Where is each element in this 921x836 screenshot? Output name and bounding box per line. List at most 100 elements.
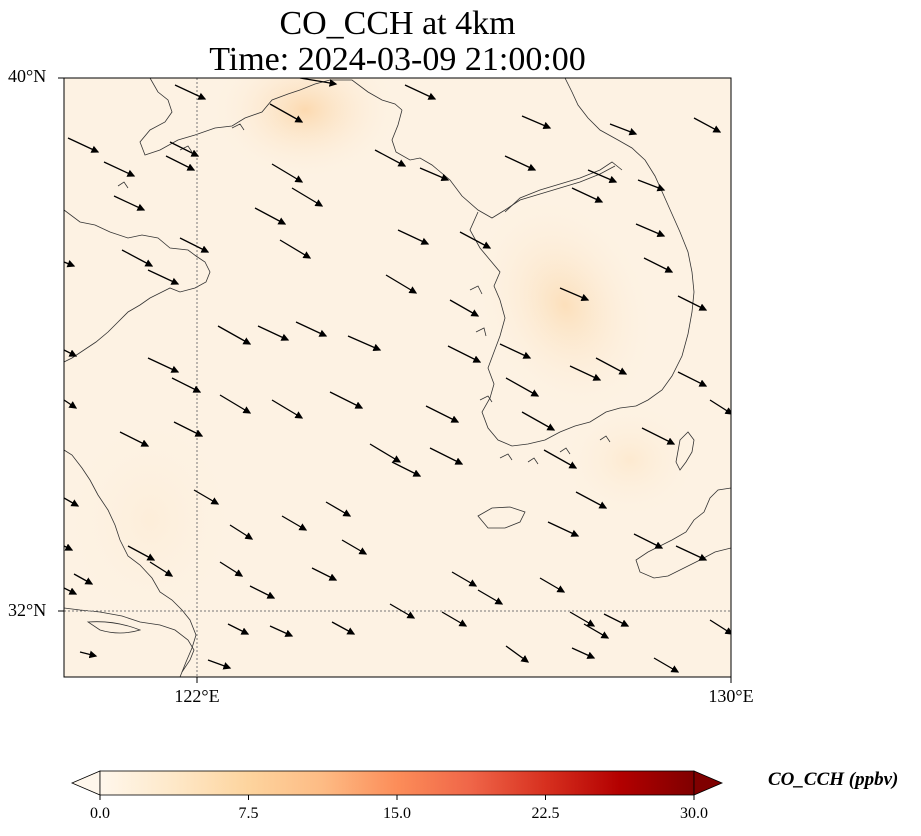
wind-vector-arrow (595, 357, 628, 375)
colorbar-tick-label: 15.0 (383, 805, 411, 822)
wind-vector-arrow (299, 78, 338, 87)
colorbar-label: CO_CCH (ppbv) (768, 769, 899, 790)
wind-vector-arrow (64, 543, 74, 551)
wind-vector-arrow (295, 321, 328, 337)
map-subtitle-time: Time: 2024-03-09 21:00:00 (209, 41, 586, 78)
wind-vector-arrow (147, 269, 180, 285)
wind-vector-arrow (64, 259, 76, 268)
wind-vector-arrow (271, 399, 304, 419)
colorbar-body (99, 770, 695, 796)
wind-vector-arrow (179, 237, 210, 253)
wind-vector-arrow (347, 335, 382, 351)
concentration-hotspot (560, 400, 700, 520)
coastline-liaodong-peninsula (391, 109, 439, 171)
wind-vector-arrow (269, 625, 294, 637)
wind-vector-arrow (291, 187, 324, 207)
lon-label-130e: 130°E (708, 686, 754, 706)
wind-vector-arrow (174, 84, 207, 100)
coastline-yangtze-island (86, 621, 142, 634)
wind-vector-arrow (397, 229, 430, 245)
wind-vector-arrow (569, 611, 596, 627)
wind-vector-arrow (173, 421, 204, 437)
wind-vector-arrow (569, 365, 602, 381)
wind-vector-arrow (369, 443, 402, 463)
wind-vector-arrow (499, 343, 532, 359)
wind-vector-arrow (193, 489, 220, 505)
concentration-hotspot (473, 194, 657, 416)
wind-vector-arrow (637, 179, 666, 192)
map-title: CO_CCH at 4km (279, 5, 516, 42)
wind-vector-arrow (459, 231, 492, 249)
coastline-korea-east (564, 78, 695, 407)
colorbar-tick-label: 22.5 (531, 805, 560, 822)
wind-vector-arrow (609, 123, 638, 136)
wind-vector-arrow (254, 207, 287, 225)
wind-vector-arrow (73, 573, 94, 585)
wind-vectors (64, 78, 731, 673)
colorbar-extend-low (70, 770, 101, 796)
wind-vector-arrow (217, 325, 252, 345)
wind-vector-arrow (119, 431, 150, 447)
wind-vector-arrow (404, 84, 437, 100)
wind-vector-arrow (219, 394, 252, 414)
wind-vector-arrow (127, 545, 156, 561)
wind-vector-arrow (571, 647, 596, 659)
wind-vector-arrow (635, 223, 666, 238)
concentration-hotspot (210, 78, 400, 180)
wind-vector-arrow (219, 561, 244, 577)
wind-vector-arrow (374, 149, 407, 167)
wind-vector-arrow (641, 427, 676, 445)
wind-vector-arrow (559, 287, 590, 302)
wind-vector-arrow (229, 524, 254, 540)
wind-vector-arrow (571, 187, 604, 203)
colorbar-tick-label: 30.0 (680, 805, 708, 822)
wind-vector-arrow (504, 155, 537, 171)
wind-vector-arrow (447, 345, 482, 363)
wind-vector-arrow (103, 161, 136, 177)
colorbar-tick-label: 7.5 (238, 805, 259, 822)
wind-vector-arrow (543, 449, 578, 469)
wind-vector-arrow (449, 299, 480, 317)
wind-vector-arrow (281, 515, 308, 531)
colorbar-extend-high (693, 770, 724, 796)
wind-vector-arrow (385, 274, 418, 294)
wind-vector-arrow (249, 585, 276, 599)
wind-vector-arrow (391, 461, 422, 477)
wind-vector-arrow (79, 650, 98, 659)
wind-vector-arrow (64, 399, 78, 409)
wind-vector-arrow (169, 141, 200, 157)
wind-vector-arrow (67, 137, 100, 153)
coastline-north-china (64, 449, 197, 677)
wind-vector-arrow (165, 155, 196, 171)
wind-vector-arrow (451, 571, 478, 587)
coastline-korea-west (469, 211, 637, 447)
coastline-jeju (477, 506, 526, 529)
lat-label-32n: 32°N (8, 600, 47, 620)
wind-vector-arrow (149, 561, 174, 577)
wind-vector-arrow (653, 657, 680, 673)
colorbar (70, 770, 724, 800)
wind-vector-arrow (64, 587, 78, 595)
wind-vector-arrow (521, 411, 556, 431)
wind-vector-arrow (419, 167, 450, 182)
lat-label-40n: 40°N (8, 66, 47, 86)
wind-vector-arrow (269, 103, 304, 123)
wind-vector-arrow (677, 295, 708, 311)
coastline-japan (635, 487, 731, 579)
wind-vector-arrow (271, 163, 304, 183)
wind-vector-arrow (675, 545, 708, 561)
wind-vector-arrow (329, 391, 364, 409)
wind-vector-arrow (477, 589, 504, 605)
wind-vector-arrow (547, 521, 580, 537)
concentration-hotspot (64, 410, 240, 630)
map-frame (63, 77, 732, 678)
wind-vector-arrow (121, 249, 154, 267)
wind-vector-arrow (709, 399, 731, 415)
wind-vector-arrow (207, 659, 232, 670)
colorbar-tick-label: 0.0 (90, 805, 110, 822)
wind-vector-arrow (505, 645, 530, 663)
coastline-bohai-west (64, 209, 211, 363)
wind-vector-arrow (425, 405, 460, 423)
wind-vector-arrow (429, 447, 464, 465)
